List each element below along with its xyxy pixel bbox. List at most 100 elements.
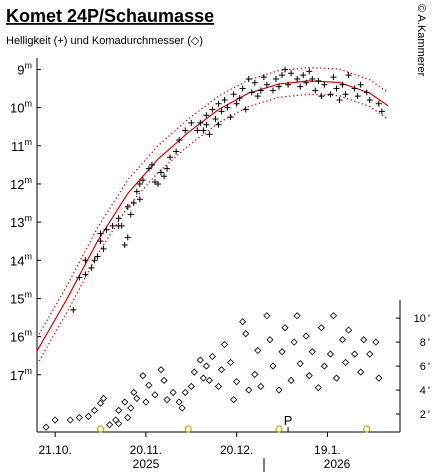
x-tick-label: 19.1. xyxy=(314,443,341,457)
magnitude-point xyxy=(297,83,304,90)
magnitude-point xyxy=(224,104,231,111)
magnitude-point xyxy=(197,119,204,126)
fit-values xyxy=(36,80,389,352)
coma-point xyxy=(357,368,365,376)
coma-point xyxy=(287,376,295,385)
coma-point xyxy=(263,312,271,320)
coma-point xyxy=(372,338,380,346)
magnitude-point xyxy=(321,81,328,88)
coma-point xyxy=(124,414,132,422)
coma-point xyxy=(366,350,374,358)
magnitude-point xyxy=(103,226,110,233)
coma-point xyxy=(99,394,108,403)
coma-point xyxy=(317,324,325,332)
magnitude-point xyxy=(276,83,282,90)
magnitude-point xyxy=(209,106,216,113)
y2-tick-label: 4 ' xyxy=(420,385,430,397)
magnitude-point xyxy=(269,87,276,94)
coma-point xyxy=(42,423,50,431)
coma-point xyxy=(275,386,283,394)
magnitude-point xyxy=(215,100,222,107)
magnitude-point xyxy=(121,242,128,248)
magnitude-point xyxy=(173,148,180,155)
fit-upper xyxy=(36,66,389,339)
coma-point xyxy=(314,384,322,392)
coma-point xyxy=(233,378,241,386)
magnitude-point xyxy=(206,131,213,138)
coma-point xyxy=(269,362,277,370)
y-tick-label: 9m xyxy=(17,60,32,77)
magnitude-point xyxy=(279,72,286,79)
magnitude-point xyxy=(272,75,279,82)
coma-point xyxy=(199,374,207,382)
x-tick-label: 20.11. xyxy=(130,443,162,457)
magnitude-point xyxy=(221,96,228,103)
magnitude-point xyxy=(303,79,310,86)
coma-point xyxy=(66,416,74,424)
coma-point xyxy=(308,348,316,356)
x-tick-label: 20.12. xyxy=(220,443,253,457)
y2-tick-value: 2 xyxy=(420,409,426,421)
magnitude-point xyxy=(215,121,222,128)
coma-point xyxy=(242,330,250,338)
magnitude-point xyxy=(294,75,301,82)
y-tick-value: 14 xyxy=(10,253,24,268)
magnitude-point xyxy=(76,274,83,281)
coma-point xyxy=(196,356,204,364)
coma-point xyxy=(293,312,301,320)
y2-tick-label: 6 ' xyxy=(420,361,430,373)
y2-tick-unit: ' xyxy=(428,313,430,325)
coma-point xyxy=(145,381,153,389)
y-tick-unit: m xyxy=(25,213,33,223)
magnitude-point xyxy=(176,137,183,144)
coma-point xyxy=(257,382,265,391)
y-tick-label: 13m xyxy=(10,213,32,230)
magnitude-point xyxy=(133,188,140,195)
y-tick-unit: m xyxy=(25,99,33,109)
coma-point xyxy=(190,368,198,376)
coma-point xyxy=(320,362,328,370)
magnitude-point xyxy=(139,177,146,184)
y2-tick-unit: ' xyxy=(428,361,430,373)
x-year-label: 2026 xyxy=(324,457,351,471)
magnitude-point xyxy=(230,91,237,98)
y-tick-value: 10 xyxy=(10,101,24,116)
y2-tick-value: 4 xyxy=(420,385,426,397)
magnitude-point xyxy=(91,257,98,264)
coma-point xyxy=(326,350,334,358)
coma-point xyxy=(345,326,353,334)
coma-point xyxy=(112,416,120,424)
y-tick-unit: m xyxy=(25,289,33,299)
coma-point xyxy=(90,406,99,414)
y-tick-label: 16m xyxy=(10,328,32,345)
magnitude-point xyxy=(245,75,252,82)
y-tick-unit: m xyxy=(25,60,33,70)
moon-marker xyxy=(184,425,192,433)
coma-point xyxy=(360,336,368,344)
coma-point xyxy=(254,346,262,355)
magnitude-point xyxy=(339,81,346,88)
y-tick-value: 12 xyxy=(10,177,24,192)
magnitude-point xyxy=(167,154,174,161)
magnitude-point xyxy=(203,112,210,119)
magnitude-point xyxy=(282,66,289,73)
magnitude-point xyxy=(109,222,116,229)
y-tick-value: 17 xyxy=(10,368,24,383)
magnitude-point xyxy=(164,165,171,172)
magnitude-point xyxy=(333,85,340,92)
y2-tick-value: 8 xyxy=(420,337,426,349)
coma-point xyxy=(51,416,59,424)
chart-title: Komet 24P/Schaumasse xyxy=(6,6,214,26)
coma-point xyxy=(169,388,177,397)
y2-tick-unit: ' xyxy=(428,385,430,397)
y-tick-unit: m xyxy=(25,366,33,376)
y2-tick-label: 8 ' xyxy=(420,337,430,349)
magnitude-point xyxy=(82,271,89,278)
magnitude-point xyxy=(203,121,210,128)
magnitude-point xyxy=(248,89,255,96)
coma-point xyxy=(332,374,341,382)
magnitude-point xyxy=(254,93,261,100)
magnitude-point xyxy=(306,68,313,75)
coma-point xyxy=(130,388,138,397)
